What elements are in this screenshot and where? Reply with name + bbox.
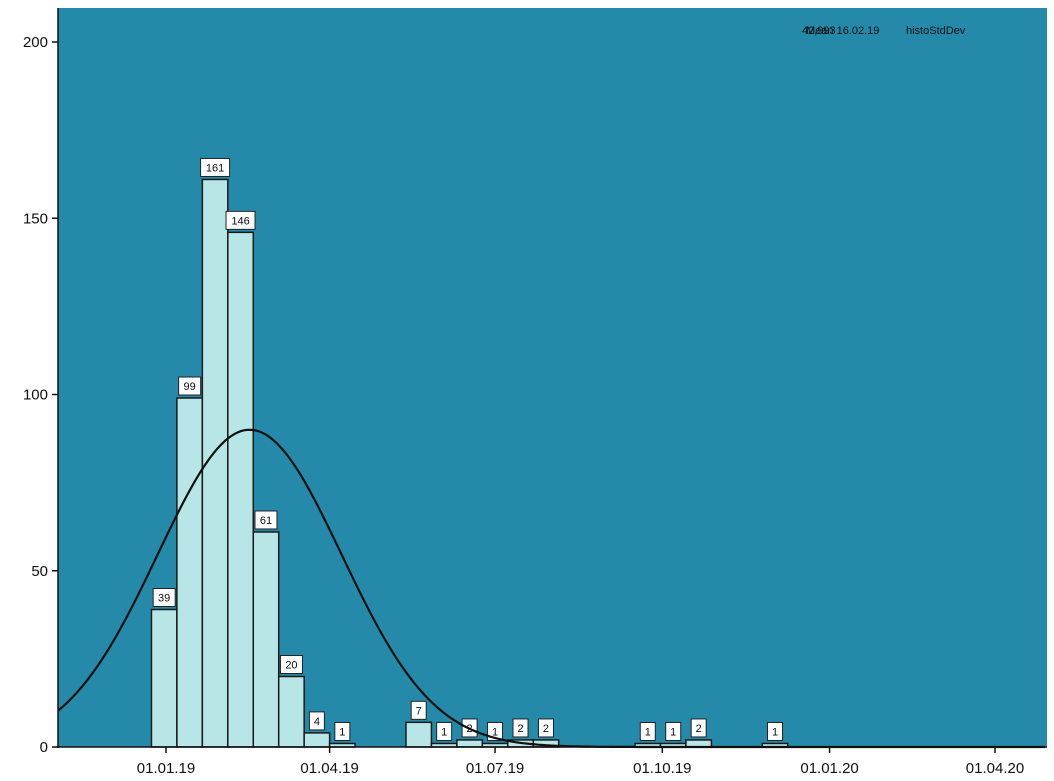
data-label-box xyxy=(279,655,303,674)
data-label: 1 xyxy=(645,726,651,738)
data-label-box xyxy=(537,718,554,738)
data-label: 99 xyxy=(184,381,196,393)
data-label: 1 xyxy=(670,726,676,738)
data-label: 146 xyxy=(231,215,249,227)
data-label-box xyxy=(690,718,707,738)
y-tick-label: 100 xyxy=(23,387,48,404)
histogram-bar xyxy=(227,231,255,748)
axes-layer: 0 50 100 150 200 01.01.19 01.04.19 01.07.19 01.1… xyxy=(23,8,1047,777)
histogram-bar xyxy=(176,397,204,748)
histogram-bar xyxy=(150,608,178,748)
data-label-box xyxy=(308,711,325,731)
data-label: 2 xyxy=(543,723,549,735)
x-tick-label: 01.01.19 xyxy=(137,760,195,777)
data-label-box xyxy=(665,721,682,741)
data-label-box xyxy=(152,588,176,608)
data-label-box xyxy=(767,721,784,741)
data-label: 39 xyxy=(158,593,170,605)
histogram-bar xyxy=(456,739,484,748)
y-tick-label: 0 xyxy=(40,739,48,756)
legend: Mean 16.02.19 histoStdDev 42,993 xyxy=(802,25,966,37)
data-label: 1 xyxy=(441,726,447,738)
legend-text-stddev: histoStdDev xyxy=(906,25,966,37)
data-label-box xyxy=(254,510,278,530)
histogram-bar xyxy=(252,531,280,748)
data-label-box xyxy=(410,700,427,720)
legend-text-mean: Mean 16.02.19 xyxy=(806,25,879,37)
x-tick-label: 01.04.20 xyxy=(966,760,1024,777)
data-label: 2 xyxy=(696,723,702,735)
data-label-box xyxy=(200,157,231,177)
y-tick-label: 50 xyxy=(31,563,48,580)
x-tick-label: 01.01.20 xyxy=(800,760,858,777)
data-label: 4 xyxy=(314,716,320,728)
x-tick-label: 01.10.19 xyxy=(633,760,691,777)
data-label: 161 xyxy=(206,162,224,174)
legend-text-value: 42,993 xyxy=(802,25,836,37)
data-label: 61 xyxy=(260,515,272,527)
data-label: 1 xyxy=(772,726,778,738)
x-tick-label: 01.04.19 xyxy=(300,760,358,777)
bars-layer xyxy=(150,178,789,748)
data-label-box xyxy=(334,721,351,741)
data-label: 1 xyxy=(339,726,345,738)
data-label-box xyxy=(436,721,453,741)
data-label-box xyxy=(225,210,256,230)
x-tick-label: 01.07.19 xyxy=(466,760,524,777)
data-label: 1 xyxy=(492,726,498,738)
histogram-bar xyxy=(277,675,305,748)
data-label-box xyxy=(178,376,202,396)
data-label-box xyxy=(512,718,529,738)
histogram-bar xyxy=(405,721,433,748)
data-label: 20 xyxy=(285,660,297,672)
y-tick-label: 150 xyxy=(23,210,48,227)
histogram-bar xyxy=(303,732,331,748)
y-tick-label: 200 xyxy=(23,34,48,51)
data-label: 7 xyxy=(416,705,422,717)
data-label: 2 xyxy=(517,723,523,735)
data-label-box xyxy=(639,721,656,741)
